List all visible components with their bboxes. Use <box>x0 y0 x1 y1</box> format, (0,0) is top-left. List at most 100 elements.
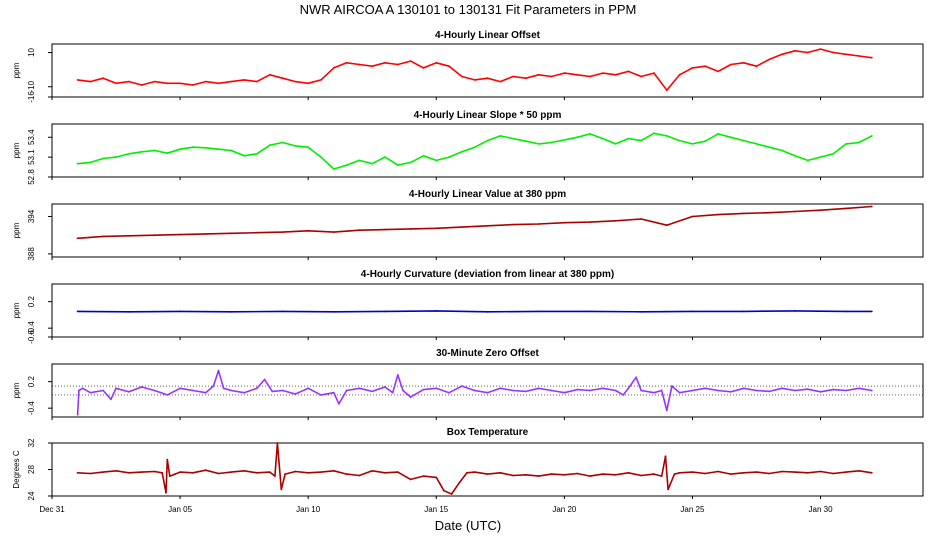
data-point <box>371 469 374 472</box>
y-tick-label: 0.2 <box>27 376 36 388</box>
data-point <box>384 228 386 231</box>
data-point <box>276 442 279 444</box>
data-point <box>473 471 476 473</box>
data-point <box>110 398 112 401</box>
data-point <box>435 159 438 162</box>
data-point <box>102 235 105 238</box>
x-tick-label: Jan 15 <box>424 505 449 514</box>
data-point <box>768 58 771 61</box>
y-tick-label: 0.2 <box>27 296 36 308</box>
data-point <box>102 471 105 473</box>
data-point <box>499 80 502 83</box>
data-point <box>284 473 286 475</box>
data-point <box>512 75 514 78</box>
data-point <box>755 143 758 145</box>
data-point <box>76 310 79 313</box>
data-point <box>153 389 156 392</box>
data-point <box>665 409 668 412</box>
data-point <box>563 139 566 141</box>
data-point <box>466 471 468 474</box>
data-point <box>165 491 167 494</box>
data-point <box>627 137 630 140</box>
data-point <box>76 237 79 240</box>
y-axis-label: Degrees C <box>12 450 21 488</box>
data-point <box>525 140 527 143</box>
data-point <box>179 310 182 313</box>
data-point <box>742 212 745 215</box>
data-point <box>794 471 796 473</box>
panels: 4-Hourly Linear Offset-16-1010ppm4-Hourl… <box>12 30 924 500</box>
data-point <box>781 387 783 390</box>
data-point <box>768 390 771 393</box>
data-point <box>422 388 425 391</box>
data-point <box>307 387 310 390</box>
data-point <box>704 140 707 143</box>
data-point <box>384 471 386 474</box>
data-point <box>371 162 374 165</box>
data-point <box>678 73 681 76</box>
y-tick-label: -10 <box>27 80 36 92</box>
data-point <box>294 145 297 147</box>
data-point <box>230 471 233 473</box>
data-point <box>332 168 335 170</box>
data-point <box>115 387 117 390</box>
data-point <box>384 156 386 159</box>
data-point <box>499 135 502 137</box>
data-point <box>635 376 637 379</box>
data-point <box>217 472 220 475</box>
data-point <box>358 63 361 66</box>
data-point <box>384 61 386 64</box>
data-point <box>525 77 527 80</box>
x-tick-label: Jan 25 <box>680 505 705 514</box>
data-point <box>601 137 604 140</box>
data-point <box>307 229 310 232</box>
data-point <box>281 141 284 144</box>
data-point <box>230 310 233 313</box>
data-point <box>589 133 591 135</box>
series-line <box>77 310 872 313</box>
data-point <box>89 161 92 164</box>
data-point <box>781 149 783 152</box>
data-point <box>89 80 92 83</box>
data-point <box>563 221 566 224</box>
data-point <box>576 73 579 76</box>
data-point <box>435 227 438 230</box>
panel-4: 4-Hourly Curvature (deviation from linea… <box>12 269 924 344</box>
data-point <box>409 478 412 481</box>
data-point <box>640 75 643 78</box>
data-point <box>76 162 79 165</box>
x-tick-label: Jan 30 <box>809 505 834 514</box>
data-point <box>473 79 476 81</box>
data-point <box>870 471 873 474</box>
data-point <box>140 150 143 153</box>
data-point <box>307 146 310 149</box>
x-axis-label: Date (UTC) <box>435 518 501 533</box>
data-point <box>294 80 297 83</box>
data-point <box>781 470 783 473</box>
data-point <box>614 143 617 145</box>
data-point <box>230 149 233 152</box>
data-point <box>409 161 412 164</box>
data-point <box>179 148 182 151</box>
data-point <box>332 231 335 234</box>
panel-3: 4-Hourly Linear Value at 380 ppm 388 394 pp… <box>12 189 924 261</box>
data-point <box>461 226 463 229</box>
data-point <box>660 389 663 392</box>
data-point <box>435 61 438 64</box>
data-point <box>640 474 643 477</box>
data-point <box>576 472 579 475</box>
data-point <box>742 139 745 142</box>
data-point <box>576 136 579 139</box>
data-point <box>794 310 796 312</box>
data-point <box>422 67 425 69</box>
data-point <box>473 389 476 392</box>
data-point <box>256 231 258 234</box>
data-point <box>742 310 745 313</box>
data-point <box>338 402 340 405</box>
data-point <box>537 223 540 225</box>
data-point <box>537 73 540 76</box>
data-point <box>268 144 271 147</box>
data-point <box>794 154 796 157</box>
data-point <box>448 156 450 159</box>
data-point <box>89 391 92 394</box>
